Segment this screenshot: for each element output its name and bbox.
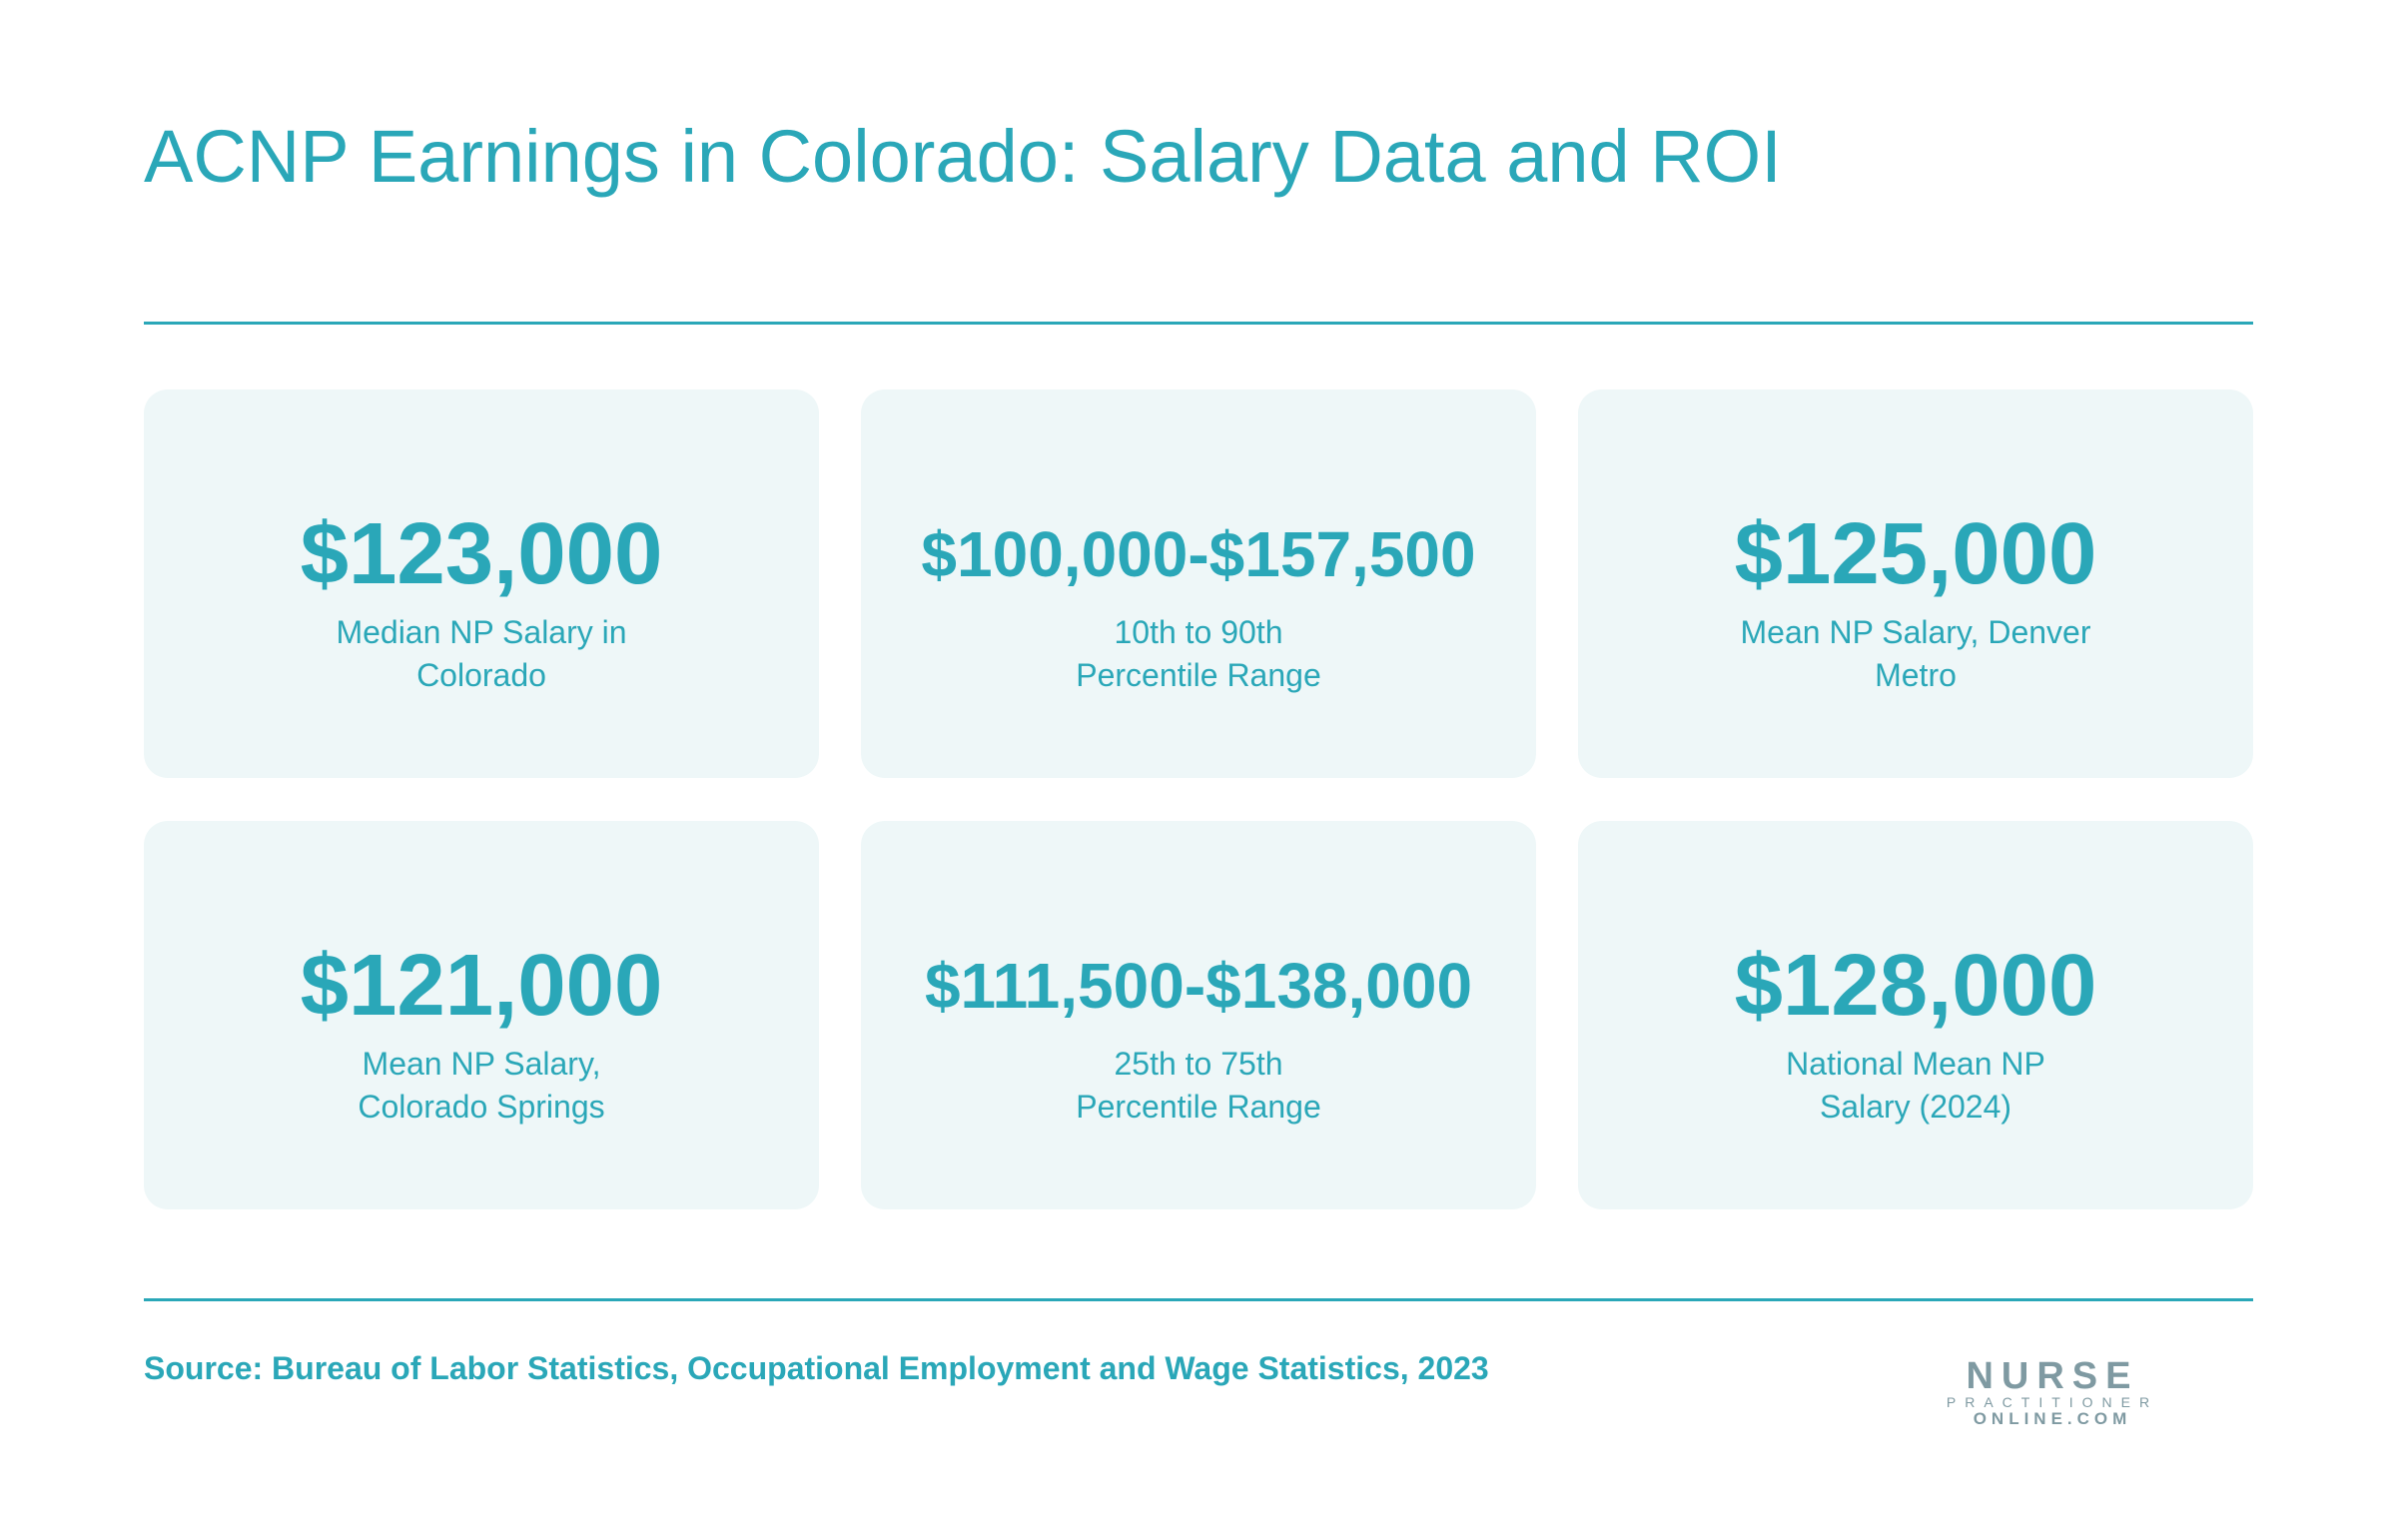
stat-value: $128,000 bbox=[1734, 937, 2097, 1034]
logo: NURSE PRACTITIONER ONLINE.COM bbox=[1903, 1355, 2202, 1428]
title: ACNP Earnings in Colorado: Salary Data a… bbox=[144, 115, 1782, 198]
divider bbox=[144, 1298, 2253, 1301]
stat-value: $121,000 bbox=[300, 937, 663, 1034]
stat-label-line: Colorado Springs bbox=[358, 1089, 605, 1125]
stat-label-line: Mean NP Salary, Denver bbox=[1740, 614, 2091, 650]
stat-label: Mean NP Salary, Denver Metro bbox=[1578, 611, 2253, 697]
stat-value: $125,000 bbox=[1734, 505, 2097, 602]
stat-label: National Mean NP Salary (2024) bbox=[1578, 1043, 2253, 1129]
stat-label-line: 25th to 75th bbox=[1114, 1046, 1283, 1082]
logo-text: ONLINE.COM bbox=[1973, 1409, 2132, 1428]
stat-label: 10th to 90th Percentile Range bbox=[861, 611, 1536, 697]
source: Source: Bureau of Labor Statistics, Occu… bbox=[144, 1350, 1489, 1386]
stat-label: Mean NP Salary, Colorado Springs bbox=[144, 1043, 819, 1129]
logo-text: PRACTITIONER bbox=[1946, 1394, 2159, 1410]
stat-card: $111,500-$138,000 25th to 75th Percentile … bbox=[861, 821, 1536, 1209]
stat-label-line: Percentile Range bbox=[1076, 657, 1321, 693]
stat-value: $111,500-$138,000 bbox=[924, 950, 1473, 1022]
stat-label-line: National Mean NP bbox=[1786, 1046, 2045, 1082]
stat-card: $100,000-$157,500 10th to 90th Percentile … bbox=[861, 389, 1536, 778]
stat-card: $121,000 Mean NP Salary, Colorado Springs bbox=[144, 821, 819, 1209]
stat-label-line: Mean NP Salary, bbox=[362, 1046, 601, 1082]
stat-label-line: Median NP Salary in bbox=[336, 614, 627, 650]
stat-card: $123,000 Median NP Salary in Colorado bbox=[144, 389, 819, 778]
stat-card: $128,000 National Mean NP Salary (2024) bbox=[1578, 821, 2253, 1209]
stat-value: $123,000 bbox=[300, 505, 663, 602]
divider bbox=[144, 322, 2253, 325]
stat-value: $100,000-$157,500 bbox=[921, 518, 1476, 590]
stat-label-line: Percentile Range bbox=[1076, 1089, 1321, 1125]
stat-label-line: Metro bbox=[1875, 657, 1957, 693]
stat-label: Median NP Salary in Colorado bbox=[144, 611, 819, 697]
stat-label-line: Salary (2024) bbox=[1819, 1089, 2012, 1125]
stat-label: 25th to 75th Percentile Range bbox=[861, 1043, 1536, 1129]
stat-card: $125,000 Mean NP Salary, Denver Metro bbox=[1578, 389, 2253, 778]
stat-label-line: Colorado bbox=[416, 657, 546, 693]
stat-label-line: 10th to 90th bbox=[1114, 614, 1283, 650]
logo-text: NURSE bbox=[1966, 1355, 2139, 1397]
